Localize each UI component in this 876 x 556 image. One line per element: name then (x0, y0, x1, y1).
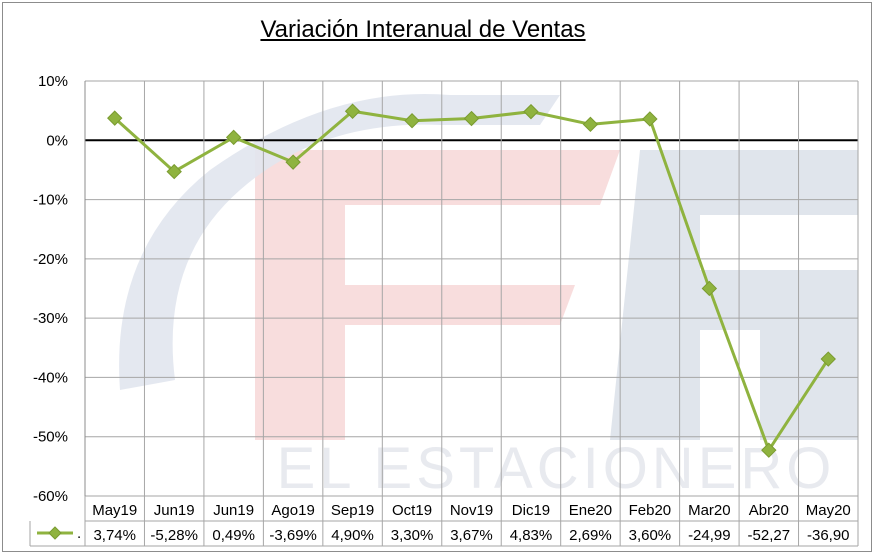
table-value: -36,90 (807, 527, 850, 544)
y-tick-label: 0% (46, 132, 68, 149)
table-value: 3,60% (629, 527, 672, 544)
grid (84, 80, 859, 497)
watermark-text: EL ESTACIONERO (277, 436, 836, 501)
chart-title: Variación Interanual de Ventas (260, 16, 586, 43)
data-point (285, 154, 301, 170)
x-tick-label: Ago19 (271, 502, 314, 519)
data-point (582, 116, 599, 133)
y-tick-label: -30% (33, 310, 68, 327)
data-point (761, 442, 777, 458)
y-axis: 10% 0% -10% -20% -30% -40% -50% -60% (33, 73, 68, 505)
table-value: 4,90% (331, 527, 374, 544)
table-value: 3,67% (450, 527, 493, 544)
watermark-logo: EL ESTACIONERO (119, 93, 858, 501)
table-value: 0,49% (212, 527, 255, 544)
x-tick-label: May19 (92, 502, 137, 519)
x-tick-label: Jun19 (154, 502, 195, 519)
data-point (107, 110, 123, 126)
x-tick-label: May20 (806, 502, 851, 519)
x-tick-label: Ene20 (569, 502, 612, 519)
x-tick-label: Sep19 (331, 502, 374, 519)
table-value: -5,28% (150, 527, 198, 544)
y-tick-label: -20% (33, 251, 68, 268)
data-point (820, 351, 836, 367)
data-point (166, 163, 182, 180)
x-tick-label: Jun19 (213, 502, 254, 519)
watermark-letter-e (610, 150, 858, 440)
table-value: -3,69% (269, 527, 317, 544)
watermark-swoosh (119, 93, 560, 390)
table-value: 3,30% (391, 527, 434, 544)
table-value: -52,27 (748, 527, 791, 544)
x-tick-label: Dic19 (512, 502, 550, 519)
y-tick-label: -10% (33, 192, 68, 209)
data-point (225, 129, 242, 146)
y-tick-label: 10% (38, 73, 68, 90)
data-point (344, 103, 361, 119)
y-tick-label: -60% (33, 488, 68, 505)
data-table: May19 Jun19 Jun19 Ago19 Sep19 Oct19 Nov19 Dic19… (29, 496, 859, 547)
series (107, 103, 836, 458)
data-point (701, 280, 718, 297)
data-point (463, 110, 480, 127)
x-tick-label: Mar20 (688, 502, 731, 519)
data-point (404, 113, 420, 129)
x-tick-label: Nov19 (450, 502, 493, 519)
table-value: 3,74% (93, 527, 136, 544)
y-tick-label: -40% (33, 369, 68, 386)
legend-label: . (77, 525, 81, 542)
data-point (523, 103, 539, 120)
table-value: -24,99 (688, 527, 731, 544)
x-tick-label: Oct19 (392, 502, 432, 519)
watermark-letter-f (255, 150, 620, 440)
y-tick-label: -50% (33, 429, 68, 446)
data-point (642, 111, 658, 127)
table-value: 4,83% (510, 527, 553, 544)
table-value: 2,69% (569, 527, 612, 544)
x-tick-label: Feb20 (629, 502, 672, 519)
legend-marker (48, 526, 62, 540)
x-tick-label: Abr20 (749, 502, 789, 519)
